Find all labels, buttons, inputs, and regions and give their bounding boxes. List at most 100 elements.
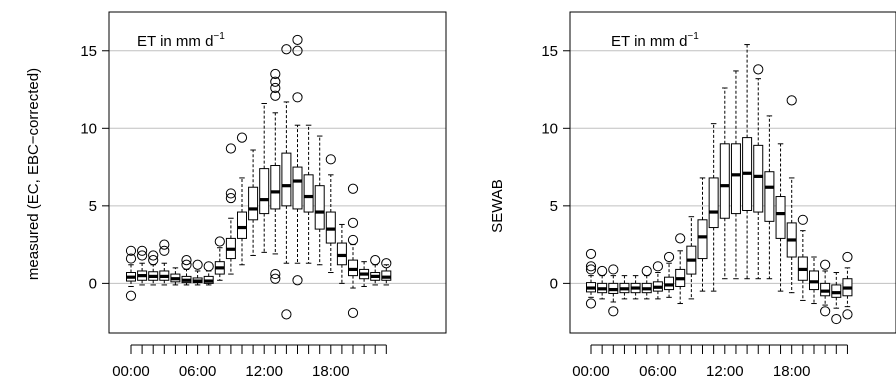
outlier-point <box>270 68 281 80</box>
box <box>137 245 148 286</box>
outlier-point <box>292 45 303 56</box>
outlier-point <box>585 298 597 309</box>
box <box>181 255 192 286</box>
box <box>697 177 708 292</box>
box-iqr <box>259 168 270 215</box>
outlier-point <box>663 251 675 263</box>
box <box>786 95 797 294</box>
outlier-point <box>842 251 853 263</box>
box <box>775 143 786 292</box>
outlier-point <box>347 234 359 246</box>
outlier-point <box>159 239 170 250</box>
y-tick-label: 5 <box>550 198 558 215</box>
outlier-point <box>292 275 303 286</box>
outlier-point <box>675 233 686 244</box>
box-iqr <box>314 185 325 230</box>
outlier-point <box>347 183 359 194</box>
box <box>809 256 819 305</box>
box <box>170 267 181 286</box>
box-iqr <box>730 143 741 215</box>
outlier-point <box>125 253 137 264</box>
y-axis-label: measured (EC, EBC−corrected) <box>25 68 42 280</box>
outlier-point <box>786 95 797 106</box>
annotation: ET in mm d−1 <box>611 31 699 50</box>
box-iqr <box>775 196 786 239</box>
y-axis-label: SEWAB <box>489 179 506 233</box>
box <box>797 214 808 301</box>
box <box>203 261 214 286</box>
y-tick-label: 10 <box>541 120 558 137</box>
box-iqr <box>248 186 259 221</box>
box <box>686 216 697 300</box>
box-iqr <box>708 177 719 229</box>
box <box>259 102 270 253</box>
outlier-point <box>797 214 808 225</box>
box <box>708 123 719 292</box>
box-iqr <box>753 144 764 213</box>
outlier-point <box>753 64 764 75</box>
y-tick-label: 10 <box>80 120 97 137</box>
outlier-point <box>270 76 281 87</box>
outlier-point <box>181 259 192 270</box>
box <box>675 233 686 305</box>
outlier-point <box>125 245 137 256</box>
box-iqr <box>764 171 775 222</box>
box <box>192 259 203 286</box>
box <box>236 132 248 266</box>
outlier-point <box>325 154 336 165</box>
outlier-point <box>281 44 292 55</box>
outlier-point <box>270 82 281 94</box>
box <box>336 223 347 284</box>
box <box>347 183 359 318</box>
outlier-point <box>148 255 159 266</box>
outlier-point <box>270 273 281 284</box>
outlier-point <box>597 265 608 277</box>
outlier-point <box>125 290 137 301</box>
box <box>292 34 303 286</box>
box <box>270 68 281 284</box>
x-tick-label: 18:00 <box>312 363 350 380</box>
y-tick-label: 0 <box>550 275 558 292</box>
outlier-point <box>608 264 619 275</box>
y-tick-label: 0 <box>89 275 97 292</box>
box-iqr <box>303 174 314 213</box>
outlier-point <box>137 250 148 261</box>
outlier-point <box>159 245 170 256</box>
box <box>652 261 664 300</box>
box <box>630 275 641 300</box>
outlier-point <box>842 309 853 320</box>
x-tick-label: 06:00 <box>639 363 677 380</box>
outlier-point <box>225 143 236 154</box>
box-iqr <box>237 211 247 239</box>
y-tick-label: 15 <box>541 43 558 60</box>
box <box>719 87 730 280</box>
box <box>619 275 630 300</box>
x-tick-label: 18:00 <box>773 363 811 380</box>
x-tick-label: 12:00 <box>245 363 283 380</box>
box <box>842 251 853 320</box>
box <box>831 272 842 325</box>
outlier-point <box>137 245 148 256</box>
plot-frame <box>108 11 447 334</box>
box <box>820 259 831 317</box>
y-tick-label: 15 <box>80 43 97 60</box>
box <box>303 124 314 264</box>
box <box>159 239 170 286</box>
outlier-point <box>831 313 842 325</box>
outlier-point <box>148 250 159 261</box>
outlier-point <box>652 261 664 272</box>
box <box>125 245 137 301</box>
box-iqr <box>697 219 708 260</box>
outlier-point <box>192 259 203 270</box>
box-iqr <box>270 165 281 210</box>
box <box>585 248 597 309</box>
panel-measured: measured (EC, EBC−corrected) ET in mm d−… <box>25 11 447 380</box>
outlier-point <box>381 258 392 269</box>
box <box>314 135 325 266</box>
box <box>325 154 336 274</box>
box <box>148 250 159 286</box>
outlier-point <box>236 132 248 143</box>
x-tick-label: 00:00 <box>572 363 610 380</box>
outlier-point <box>225 188 236 199</box>
